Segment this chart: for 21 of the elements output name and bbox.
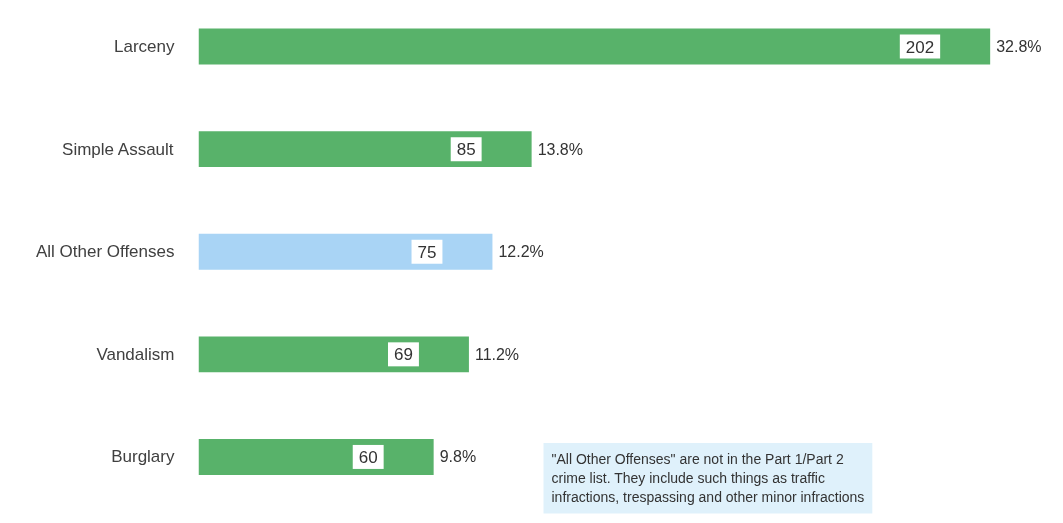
annotation: 13.8% xyxy=(537,140,583,158)
data-label: 60 xyxy=(358,447,378,467)
annotation: 11.2% xyxy=(474,345,520,363)
bar xyxy=(198,233,493,270)
annotation: 9.8% xyxy=(439,448,477,466)
data-label: 202 xyxy=(905,37,935,57)
data-label: 75 xyxy=(417,242,437,262)
y-tick-label: Vandalism xyxy=(96,344,175,364)
data-label: 69 xyxy=(394,345,413,365)
bar xyxy=(198,336,469,373)
annotation: 12.2% xyxy=(498,243,544,261)
y-tick-label: Burglary xyxy=(111,447,175,467)
bar xyxy=(198,438,434,475)
data-label: 85 xyxy=(456,140,476,160)
bar xyxy=(198,131,532,168)
annotation: "All Other Offenses" are not in the Part 1/Part 2 crime list. They include such things as traffic infractions, trespassing and other minor infractions xyxy=(551,451,865,506)
y-tick-label: Larceny xyxy=(114,37,175,57)
annotation: 32.8% xyxy=(996,38,1042,56)
y-tick-label: All Other Offenses xyxy=(35,242,175,262)
y-tick-label: Simple Assault xyxy=(62,139,174,159)
bar xyxy=(198,28,991,65)
